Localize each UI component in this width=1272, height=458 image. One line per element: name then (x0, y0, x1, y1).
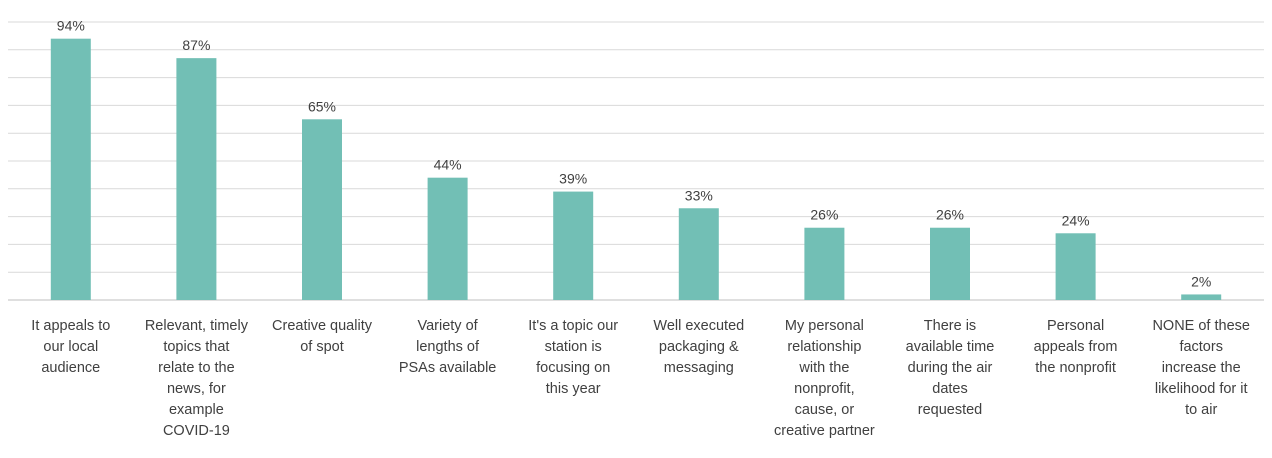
gridlines (8, 21, 1264, 301)
category-label-line: dates (932, 381, 967, 397)
bar (176, 58, 217, 300)
category-label-line: topics that (163, 339, 229, 355)
bar (50, 38, 91, 301)
bar (804, 227, 845, 300)
category-label: Variety of lengths of PSAs available (399, 318, 497, 376)
data-label: 33% (685, 187, 713, 203)
category-label-line: It's a topic our (528, 318, 618, 334)
category-label-line: PSAs available (399, 360, 497, 376)
data-label: 39% (559, 171, 587, 187)
bar (302, 119, 342, 300)
category-label: My personal relationship with the nonprofit… (774, 318, 875, 439)
category-label-line: COVID-19 (163, 423, 230, 439)
category-label-line: lengths of (416, 339, 480, 355)
category-label-line: example (169, 402, 224, 418)
category-label-line: the nonprofit (1035, 360, 1116, 376)
data-labels: 94% 87% 65% 44% 39% 33% 26% 26% 24% 2% (57, 18, 1212, 290)
category-label-line: NONE of these (1152, 318, 1250, 334)
category-label-line: of spot (300, 339, 344, 355)
category-label-line: messaging (664, 360, 734, 376)
category-label-line: Relevant, timely (145, 318, 249, 334)
category-label-line: news, for (167, 381, 226, 397)
category-label: Relevant, timely topics that relate to the… (145, 318, 249, 439)
bar (427, 177, 468, 300)
category-label-line: our local (43, 339, 98, 355)
bars (50, 38, 1222, 301)
data-label: 44% (434, 157, 462, 173)
category-label: There is available time during the air date… (906, 318, 995, 418)
category-label-line: relate to the (158, 360, 235, 376)
category-label-line: There is (924, 318, 976, 334)
category-label-line: requested (918, 402, 983, 418)
category-label-line: this year (546, 381, 601, 397)
category-label-line: relationship (787, 339, 861, 355)
category-label: It's a topic our station is focusing on thi… (528, 318, 618, 397)
category-label-line: creative partner (774, 423, 875, 439)
bar (678, 208, 719, 300)
bar (930, 227, 970, 300)
category-label-line: My personal (785, 318, 864, 334)
category-label-line: increase the (1162, 360, 1241, 376)
category-label-line: Variety of (418, 318, 479, 334)
category-label-line: focusing on (536, 360, 610, 376)
category-label-line: Well executed (653, 318, 744, 334)
category-label: It appeals to our local audience (31, 318, 110, 376)
category-label-line: packaging & (659, 339, 739, 355)
category-labels: It appeals to our local audience Relevant, … (31, 318, 1250, 439)
category-label: NONE of these factors increase the likeliho… (1152, 318, 1250, 418)
data-label: 87% (182, 37, 210, 53)
data-label: 2% (1191, 273, 1211, 289)
category-label-line: available time (906, 339, 995, 355)
category-label-line: Personal (1047, 318, 1104, 334)
data-label: 26% (936, 207, 964, 223)
category-label-line: Creative quality (272, 318, 373, 334)
category-label-line: with the (798, 360, 849, 376)
category-label-line: during the air (908, 360, 993, 376)
data-label: 65% (308, 98, 336, 114)
category-label-line: likelihood for it (1155, 381, 1248, 397)
category-label-line: factors (1179, 339, 1223, 355)
category-label-line: It appeals to (31, 318, 110, 334)
bar (553, 191, 594, 300)
category-label-line: nonprofit, (794, 381, 854, 397)
data-label: 26% (810, 207, 838, 223)
category-label: Creative quality of spot (272, 318, 373, 355)
category-label-line: to air (1185, 402, 1217, 418)
category-label-line: cause, or (795, 402, 855, 418)
bar (1055, 233, 1096, 300)
data-label: 94% (57, 18, 85, 34)
category-label: Personal appeals from the nonprofit (1034, 318, 1118, 376)
category-label-line: station is (545, 339, 602, 355)
bar (1181, 294, 1222, 300)
data-label: 24% (1062, 212, 1090, 228)
category-label: Well executed packaging & messaging (653, 318, 744, 376)
category-label-line: audience (41, 360, 100, 376)
category-label-line: appeals from (1034, 339, 1118, 355)
